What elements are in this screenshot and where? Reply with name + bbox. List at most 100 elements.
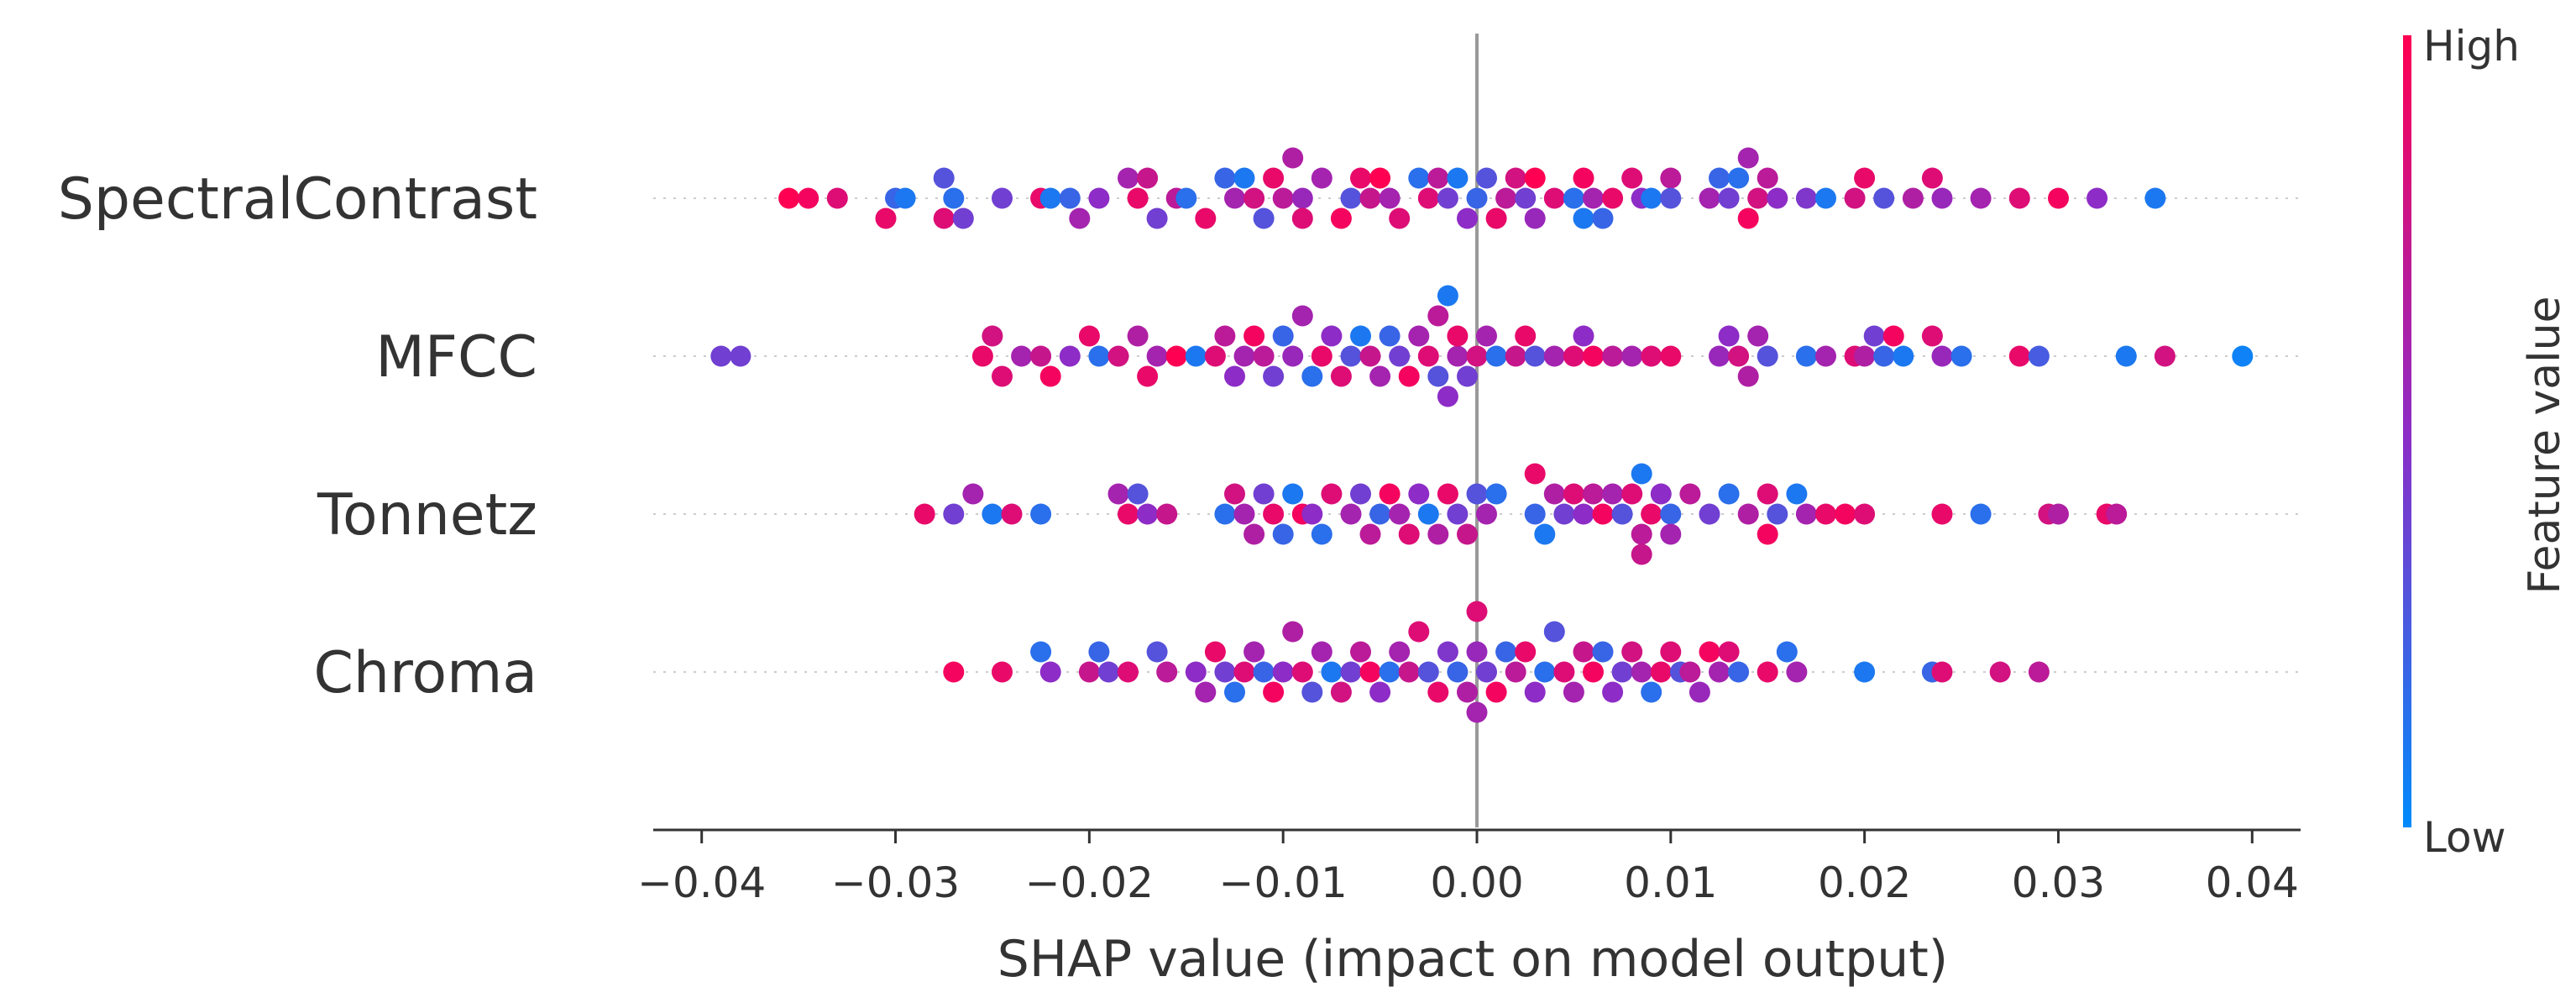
point-tonnetz-20 bbox=[1301, 503, 1323, 525]
point-tonnetz-1 bbox=[943, 503, 965, 525]
point-spectralcontrast-65 bbox=[1660, 167, 1682, 189]
point-tonnetz-44 bbox=[1563, 483, 1584, 505]
point-spectralcontrast-61 bbox=[1602, 187, 1624, 209]
point-spectralcontrast-41 bbox=[1408, 167, 1430, 189]
point-chroma-44 bbox=[1495, 641, 1517, 663]
point-tonnetz-30 bbox=[1408, 483, 1430, 505]
point-tonnetz-70 bbox=[1931, 503, 1953, 525]
point-chroma-37 bbox=[1447, 661, 1469, 683]
point-spectralcontrast-33 bbox=[1311, 167, 1333, 189]
point-chroma-48 bbox=[1534, 661, 1556, 683]
point-mfcc-12 bbox=[1127, 325, 1149, 347]
point-mfcc-28 bbox=[1311, 345, 1333, 367]
x-tick-label-5: 0.01 bbox=[1624, 858, 1717, 907]
point-tonnetz-36 bbox=[1466, 483, 1488, 505]
point-mfcc-39 bbox=[1417, 345, 1439, 367]
point-chroma-58 bbox=[1631, 661, 1652, 683]
point-mfcc-52 bbox=[1524, 345, 1546, 367]
point-mfcc-5 bbox=[1011, 345, 1033, 367]
point-tonnetz-47 bbox=[1592, 503, 1614, 525]
point-chroma-12 bbox=[1204, 641, 1226, 663]
point-spectralcontrast-24 bbox=[1224, 187, 1245, 209]
point-tonnetz-46 bbox=[1583, 483, 1604, 505]
point-mfcc-59 bbox=[1641, 345, 1662, 367]
point-spectralcontrast-34 bbox=[1330, 207, 1352, 229]
point-mfcc-43 bbox=[1437, 386, 1458, 407]
point-mfcc-82 bbox=[2232, 345, 2254, 367]
point-mfcc-25 bbox=[1282, 345, 1304, 367]
point-mfcc-15 bbox=[1165, 345, 1187, 367]
point-tonnetz-64 bbox=[1767, 503, 1788, 525]
point-mfcc-41 bbox=[1427, 365, 1449, 387]
point-chroma-55 bbox=[1602, 681, 1624, 703]
point-spectralcontrast-13 bbox=[1059, 187, 1081, 209]
point-mfcc-57 bbox=[1602, 345, 1624, 367]
point-spectralcontrast-58 bbox=[1573, 167, 1594, 189]
point-spectralcontrast-14 bbox=[1069, 207, 1091, 229]
point-mfcc-10 bbox=[1088, 345, 1110, 367]
point-mfcc-51 bbox=[1515, 325, 1537, 347]
point-spectralcontrast-75 bbox=[1767, 187, 1788, 209]
point-chroma-67 bbox=[1718, 641, 1740, 663]
point-spectralcontrast-29 bbox=[1272, 187, 1294, 209]
point-tonnetz-42 bbox=[1543, 483, 1565, 505]
point-spectralcontrast-10 bbox=[992, 187, 1013, 209]
point-chroma-35 bbox=[1427, 681, 1449, 703]
point-chroma-56 bbox=[1611, 661, 1633, 683]
point-chroma-71 bbox=[1786, 661, 1808, 683]
point-mfcc-60 bbox=[1660, 345, 1682, 367]
point-mfcc-67 bbox=[1795, 345, 1817, 367]
point-mfcc-30 bbox=[1330, 365, 1352, 387]
point-mfcc-76 bbox=[1931, 345, 1953, 367]
feature-label-mfcc: MFCC bbox=[375, 324, 537, 391]
point-spectralcontrast-2 bbox=[826, 187, 848, 209]
point-spectralcontrast-30 bbox=[1282, 147, 1304, 169]
point-chroma-3 bbox=[1039, 661, 1061, 683]
point-tonnetz-71 bbox=[1970, 503, 1992, 525]
point-tonnetz-27 bbox=[1379, 483, 1401, 505]
point-tonnetz-33 bbox=[1437, 483, 1458, 505]
point-mfcc-55 bbox=[1573, 325, 1594, 347]
point-spectralcontrast-9 bbox=[952, 207, 974, 229]
point-spectralcontrast-83 bbox=[1931, 187, 1953, 209]
point-chroma-74 bbox=[1931, 661, 1953, 683]
point-tonnetz-26 bbox=[1369, 503, 1391, 525]
point-chroma-61 bbox=[1660, 641, 1682, 663]
point-mfcc-46 bbox=[1457, 365, 1478, 387]
point-mfcc-73 bbox=[1882, 325, 1904, 347]
feature-labels: SpectralContrast MFCC Tonnetz Chroma bbox=[58, 166, 537, 706]
point-spectralcontrast-18 bbox=[1137, 167, 1159, 189]
point-mfcc-50 bbox=[1505, 345, 1526, 367]
point-spectralcontrast-21 bbox=[1175, 187, 1197, 209]
point-spectralcontrast-5 bbox=[894, 187, 916, 209]
point-spectralcontrast-59 bbox=[1583, 187, 1604, 209]
point-mfcc-80 bbox=[2115, 345, 2137, 367]
point-chroma-72 bbox=[1854, 661, 1876, 683]
point-mfcc-29 bbox=[1321, 325, 1343, 347]
point-mfcc-49 bbox=[1485, 345, 1507, 367]
point-mfcc-53 bbox=[1543, 345, 1565, 367]
point-mfcc-34 bbox=[1369, 365, 1391, 387]
point-tonnetz-43 bbox=[1553, 503, 1575, 525]
point-mfcc-75 bbox=[1921, 325, 1943, 347]
point-tonnetz-5 bbox=[1030, 503, 1052, 525]
point-tonnetz-22 bbox=[1321, 483, 1343, 505]
point-tonnetz-9 bbox=[1137, 503, 1159, 525]
colorbar-title: Feature value bbox=[2520, 296, 2570, 594]
point-spectralcontrast-54 bbox=[1524, 207, 1546, 229]
point-chroma-11 bbox=[1195, 681, 1217, 703]
point-mfcc-13 bbox=[1137, 365, 1159, 387]
point-spectralcontrast-60 bbox=[1592, 207, 1614, 229]
point-mfcc-48 bbox=[1476, 325, 1497, 347]
point-spectralcontrast-22 bbox=[1195, 207, 1217, 229]
point-chroma-21 bbox=[1291, 661, 1313, 683]
x-tick-label-4: 0.00 bbox=[1430, 858, 1523, 907]
point-chroma-75 bbox=[1989, 661, 2011, 683]
point-mfcc-58 bbox=[1621, 345, 1643, 367]
point-spectralcontrast-6 bbox=[933, 167, 955, 189]
point-spectralcontrast-3 bbox=[875, 207, 897, 229]
point-chroma-0 bbox=[943, 661, 965, 683]
point-spectralcontrast-27 bbox=[1253, 207, 1275, 229]
point-spectralcontrast-36 bbox=[1350, 167, 1371, 189]
